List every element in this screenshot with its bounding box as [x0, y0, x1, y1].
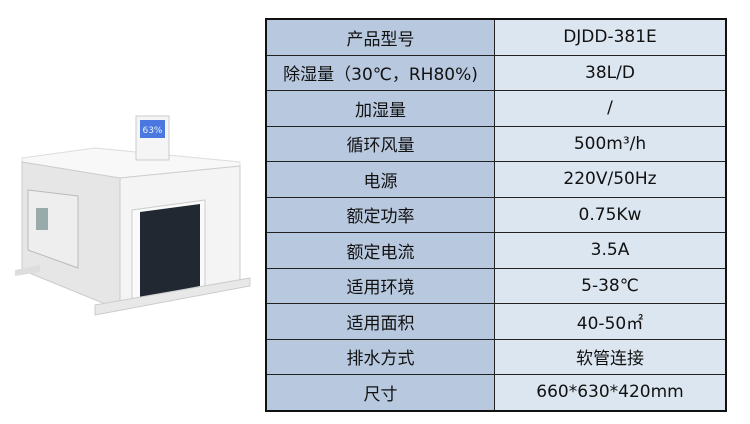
spec-label: 尺寸	[265, 374, 495, 411]
spec-label: 额定功率	[265, 196, 495, 233]
spec-value: 220V/50Hz	[494, 161, 727, 198]
dehumidifier-illustration: 63%	[15, 115, 251, 316]
spec-label: 适用面积	[265, 303, 495, 340]
thermostat-controller	[135, 115, 170, 161]
table-row: 排水方式 软管连接	[265, 338, 727, 375]
product-image: 63%	[0, 100, 265, 340]
table-row: 循环风量 500m³/h	[265, 125, 727, 162]
spec-value: 3.5A	[494, 232, 727, 269]
spec-value: /	[494, 90, 727, 127]
table-row: 加湿量 /	[265, 90, 727, 127]
table-row: 除湿量（30℃，RH80%) 38L/D	[265, 54, 727, 91]
spec-value: 38L/D	[494, 54, 727, 91]
spec-value: 500m³/h	[494, 125, 727, 162]
spec-label: 循环风量	[265, 125, 495, 162]
spec-table: 产品型号 DJDD-381E 除湿量（30℃，RH80%) 38L/D 加湿量 / 循环风量…	[265, 18, 727, 412]
spec-label: 除湿量（30℃，RH80%)	[265, 54, 495, 91]
spec-value: 软管连接	[494, 338, 727, 375]
table-row: 适用面积 40-50㎡	[265, 303, 727, 340]
spec-label: 额定电流	[265, 232, 495, 269]
spec-label: 电源	[265, 161, 495, 198]
spec-value: 5-38℃	[494, 267, 727, 304]
table-row: 电源 220V/50Hz	[265, 161, 727, 198]
spec-label: 排水方式	[265, 338, 495, 375]
spec-value: 0.75Kw	[494, 196, 727, 233]
spec-label: 加湿量	[265, 90, 495, 127]
table-row: 额定电流 3.5A	[265, 232, 727, 269]
coil-grille	[140, 204, 200, 298]
display-reading: 63%	[142, 126, 162, 136]
table-row: 产品型号 DJDD-381E	[265, 18, 727, 56]
spec-value: 40-50㎡	[494, 303, 727, 340]
table-row: 额定功率 0.75Kw	[265, 196, 727, 233]
spec-label: 适用环境	[265, 267, 495, 304]
spec-label: 产品型号	[265, 18, 495, 56]
table-row: 尺寸 660*630*420mm	[265, 374, 727, 411]
control-panel-label	[36, 208, 48, 230]
spec-value: DJDD-381E	[494, 18, 727, 56]
table-row: 适用环境 5-38℃	[265, 267, 727, 304]
spec-value: 660*630*420mm	[494, 374, 727, 411]
